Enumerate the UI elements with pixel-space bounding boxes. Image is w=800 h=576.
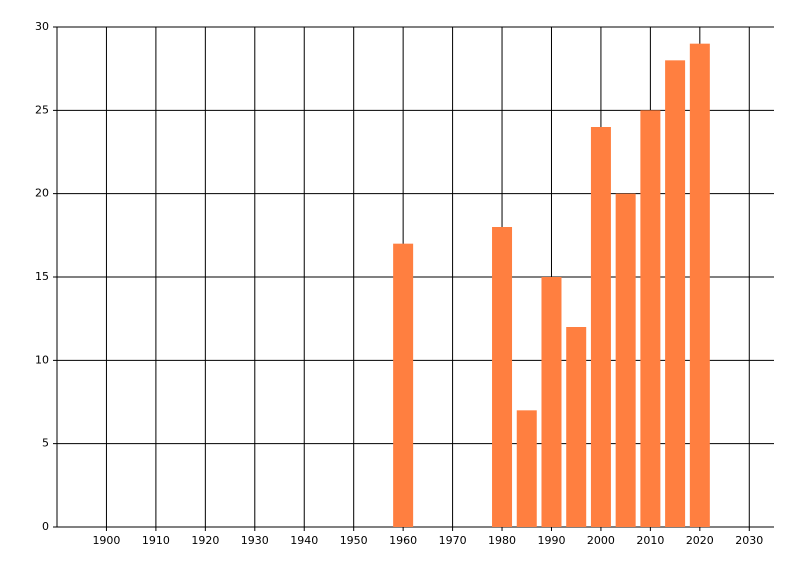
y-tick-label: 5 <box>42 437 49 450</box>
y-tick-label: 25 <box>35 103 49 116</box>
bar <box>590 127 611 527</box>
bar <box>665 60 686 527</box>
x-tick-label: 1930 <box>241 534 269 547</box>
bar <box>492 227 513 527</box>
x-tick-label: 2010 <box>636 534 664 547</box>
x-tick-label: 2020 <box>686 534 714 547</box>
x-tick-label: 1920 <box>191 534 219 547</box>
x-tick-label: 2030 <box>735 534 763 547</box>
x-tick-label: 1980 <box>488 534 516 547</box>
bar <box>566 327 587 527</box>
bar <box>393 243 414 527</box>
bar <box>516 410 537 527</box>
bar <box>640 110 661 527</box>
y-tick-label: 20 <box>35 187 49 200</box>
y-tick-label: 30 <box>35 20 49 33</box>
bar <box>615 193 636 527</box>
x-tick-label: 1960 <box>389 534 417 547</box>
x-tick-label: 1940 <box>290 534 318 547</box>
bar <box>689 43 710 528</box>
bar <box>541 277 562 527</box>
x-tick-label: 1950 <box>340 534 368 547</box>
y-tick-label: 10 <box>35 353 49 366</box>
x-tick-label: 1970 <box>439 534 467 547</box>
x-tick-label: 1900 <box>92 534 120 547</box>
x-tick-label: 1990 <box>537 534 565 547</box>
x-tick-label: 2000 <box>587 534 615 547</box>
x-tick-label: 1910 <box>142 534 170 547</box>
y-tick-label: 0 <box>42 520 49 533</box>
y-tick-label: 15 <box>35 270 49 283</box>
